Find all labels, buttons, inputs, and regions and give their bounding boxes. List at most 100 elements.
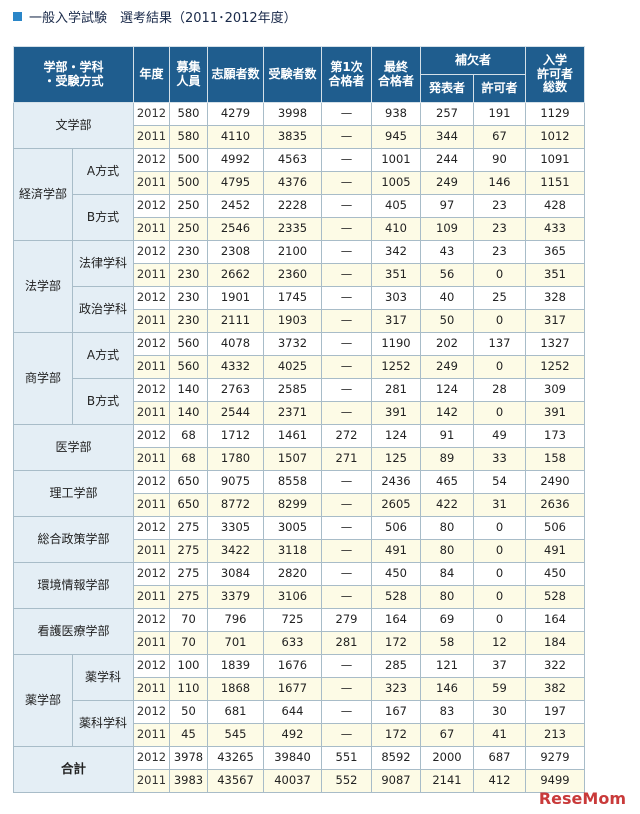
admitted-total-cell: 2490 [525,470,585,494]
admitted-total-cell: 382 [525,677,585,701]
capacity-cell: 650 [169,470,208,494]
first-pass-cell: — [321,677,372,701]
waitlist-admitted-cell: 90 [473,148,526,172]
table-row: 文学部 2012 580 4279 3998—938 257 191 1129 [13,102,585,149]
dept-label: 経済学部 [13,148,73,241]
capacity-cell: 50 [169,700,208,724]
final-pass-cell: 125 [371,447,421,471]
capacity-cell: 500 [169,148,208,172]
capacity-cell: 650 [169,493,208,517]
admitted-total-cell: 428 [525,194,585,218]
waitlist-announced-cell: 56 [420,263,474,287]
examinees-cell: 2335 [263,217,322,241]
waitlist-announced-cell: 50 [420,309,474,333]
examinees-cell: 725 [263,608,322,632]
table-row: 2011 68 1780 1507 271 125 89 33 158 [14,447,585,471]
waitlist-admitted-cell: 67 [473,125,526,149]
admitted-total-cell: 158 [525,447,585,471]
admitted-total-cell: 450 [525,562,585,586]
first-pass-cell: 551 [321,746,372,770]
table-row: 2011 560 4332 4025—1252 249 0 1252 [14,355,585,379]
capacity-cell: 500 [169,171,208,195]
waitlist-admitted-cell: 0 [473,401,526,425]
capacity-cell: 250 [169,194,208,218]
capacity-cell: 560 [169,355,208,379]
admission-results-table: 学部・学科 ・受験方式 年度 募集 人員 志願者数 受験者数 第1次 合格者 最終 合格… [13,46,585,793]
first-pass-cell: 272 [321,424,372,448]
header-waitlist-group: 補欠者 [420,46,526,75]
header-waitlist-announced: 発表者 [420,74,474,103]
capacity-cell: 68 [169,424,208,448]
waitlist-admitted-cell: 0 [473,516,526,540]
capacity-cell: 230 [169,286,208,310]
first-pass-cell: — [321,332,372,356]
applicants-cell: 3305 [207,516,264,540]
applicants-cell: 9075 [207,470,264,494]
year-cell: 2012 [133,240,170,264]
year-cell: 2011 [133,217,170,241]
year-cell: 2011 [133,539,170,563]
year-cell: 2012 [133,608,170,632]
examinees-cell: 3106 [263,585,322,609]
table-row: 2011 500 4795 4376—1005 249 146 1151 [14,171,585,195]
header-dept: 学部・学科 ・受験方式 [13,46,134,103]
final-pass-cell: 391 [371,401,421,425]
waitlist-announced-cell: 80 [420,539,474,563]
applicants-cell: 796 [207,608,264,632]
table-row: 医学部 2012 68 1712 1461 272 124 91 49 173 [13,424,585,471]
capacity-cell: 140 [169,378,208,402]
final-pass-cell: 285 [371,654,421,678]
admitted-total-cell: 164 [525,608,585,632]
capacity-cell: 3978 [169,746,208,770]
year-cell: 2011 [133,631,170,655]
final-pass-cell: 351 [371,263,421,287]
year-cell: 2011 [133,125,170,149]
admitted-total-cell: 328 [525,286,585,310]
waitlist-admitted-cell: 0 [473,263,526,287]
waitlist-admitted-cell: 412 [473,769,526,793]
waitlist-admitted-cell: 28 [473,378,526,402]
final-pass-cell: 1252 [371,355,421,379]
capacity-cell: 230 [169,240,208,264]
admitted-total-cell: 197 [525,700,585,724]
table-row: 2011 45 545 492—172 67 41 213 [14,723,585,747]
first-pass-cell: — [321,493,372,517]
header-capacity: 募集 人員 [169,46,208,103]
year-cell: 2012 [133,148,170,172]
dept-label: 環境情報学部 [13,562,134,609]
year-cell: 2011 [133,493,170,517]
examinees-cell: 644 [263,700,322,724]
first-pass-cell: — [321,217,372,241]
final-pass-cell: 1001 [371,148,421,172]
year-cell: 2012 [133,470,170,494]
waitlist-admitted-cell: 12 [473,631,526,655]
examinees-cell: 2585 [263,378,322,402]
first-pass-cell: — [321,562,372,586]
waitlist-announced-cell: 146 [420,677,474,701]
table-row: B方式 2012 140 2763 2585—281 124 28 309 [14,378,585,425]
year-cell: 2012 [133,746,170,770]
applicants-cell: 1868 [207,677,264,701]
applicants-cell: 2111 [207,309,264,333]
waitlist-announced-cell: 2000 [420,746,474,770]
sub-label: A方式 [72,332,134,379]
header-applicants: 志願者数 [207,46,264,103]
table-row: 環境情報学部 2012 275 3084 2820—450 84 0 450 [13,562,585,609]
first-pass-cell: — [321,516,372,540]
final-pass-cell: 528 [371,585,421,609]
admitted-total-cell: 1091 [525,148,585,172]
applicants-cell: 4795 [207,171,264,195]
applicants-cell: 3084 [207,562,264,586]
waitlist-announced-cell: 465 [420,470,474,494]
admitted-total-cell: 184 [525,631,585,655]
applicants-cell: 2763 [207,378,264,402]
admitted-total-cell: 309 [525,378,585,402]
capacity-cell: 110 [169,677,208,701]
table-row: 法学部 法律学科 2012 230 2308 2100—342 43 23 365 [13,240,585,333]
capacity-cell: 68 [169,447,208,471]
capacity-cell: 70 [169,608,208,632]
waitlist-admitted-cell: 23 [473,240,526,264]
year-cell: 2012 [133,654,170,678]
applicants-cell: 681 [207,700,264,724]
first-pass-cell: 271 [321,447,372,471]
